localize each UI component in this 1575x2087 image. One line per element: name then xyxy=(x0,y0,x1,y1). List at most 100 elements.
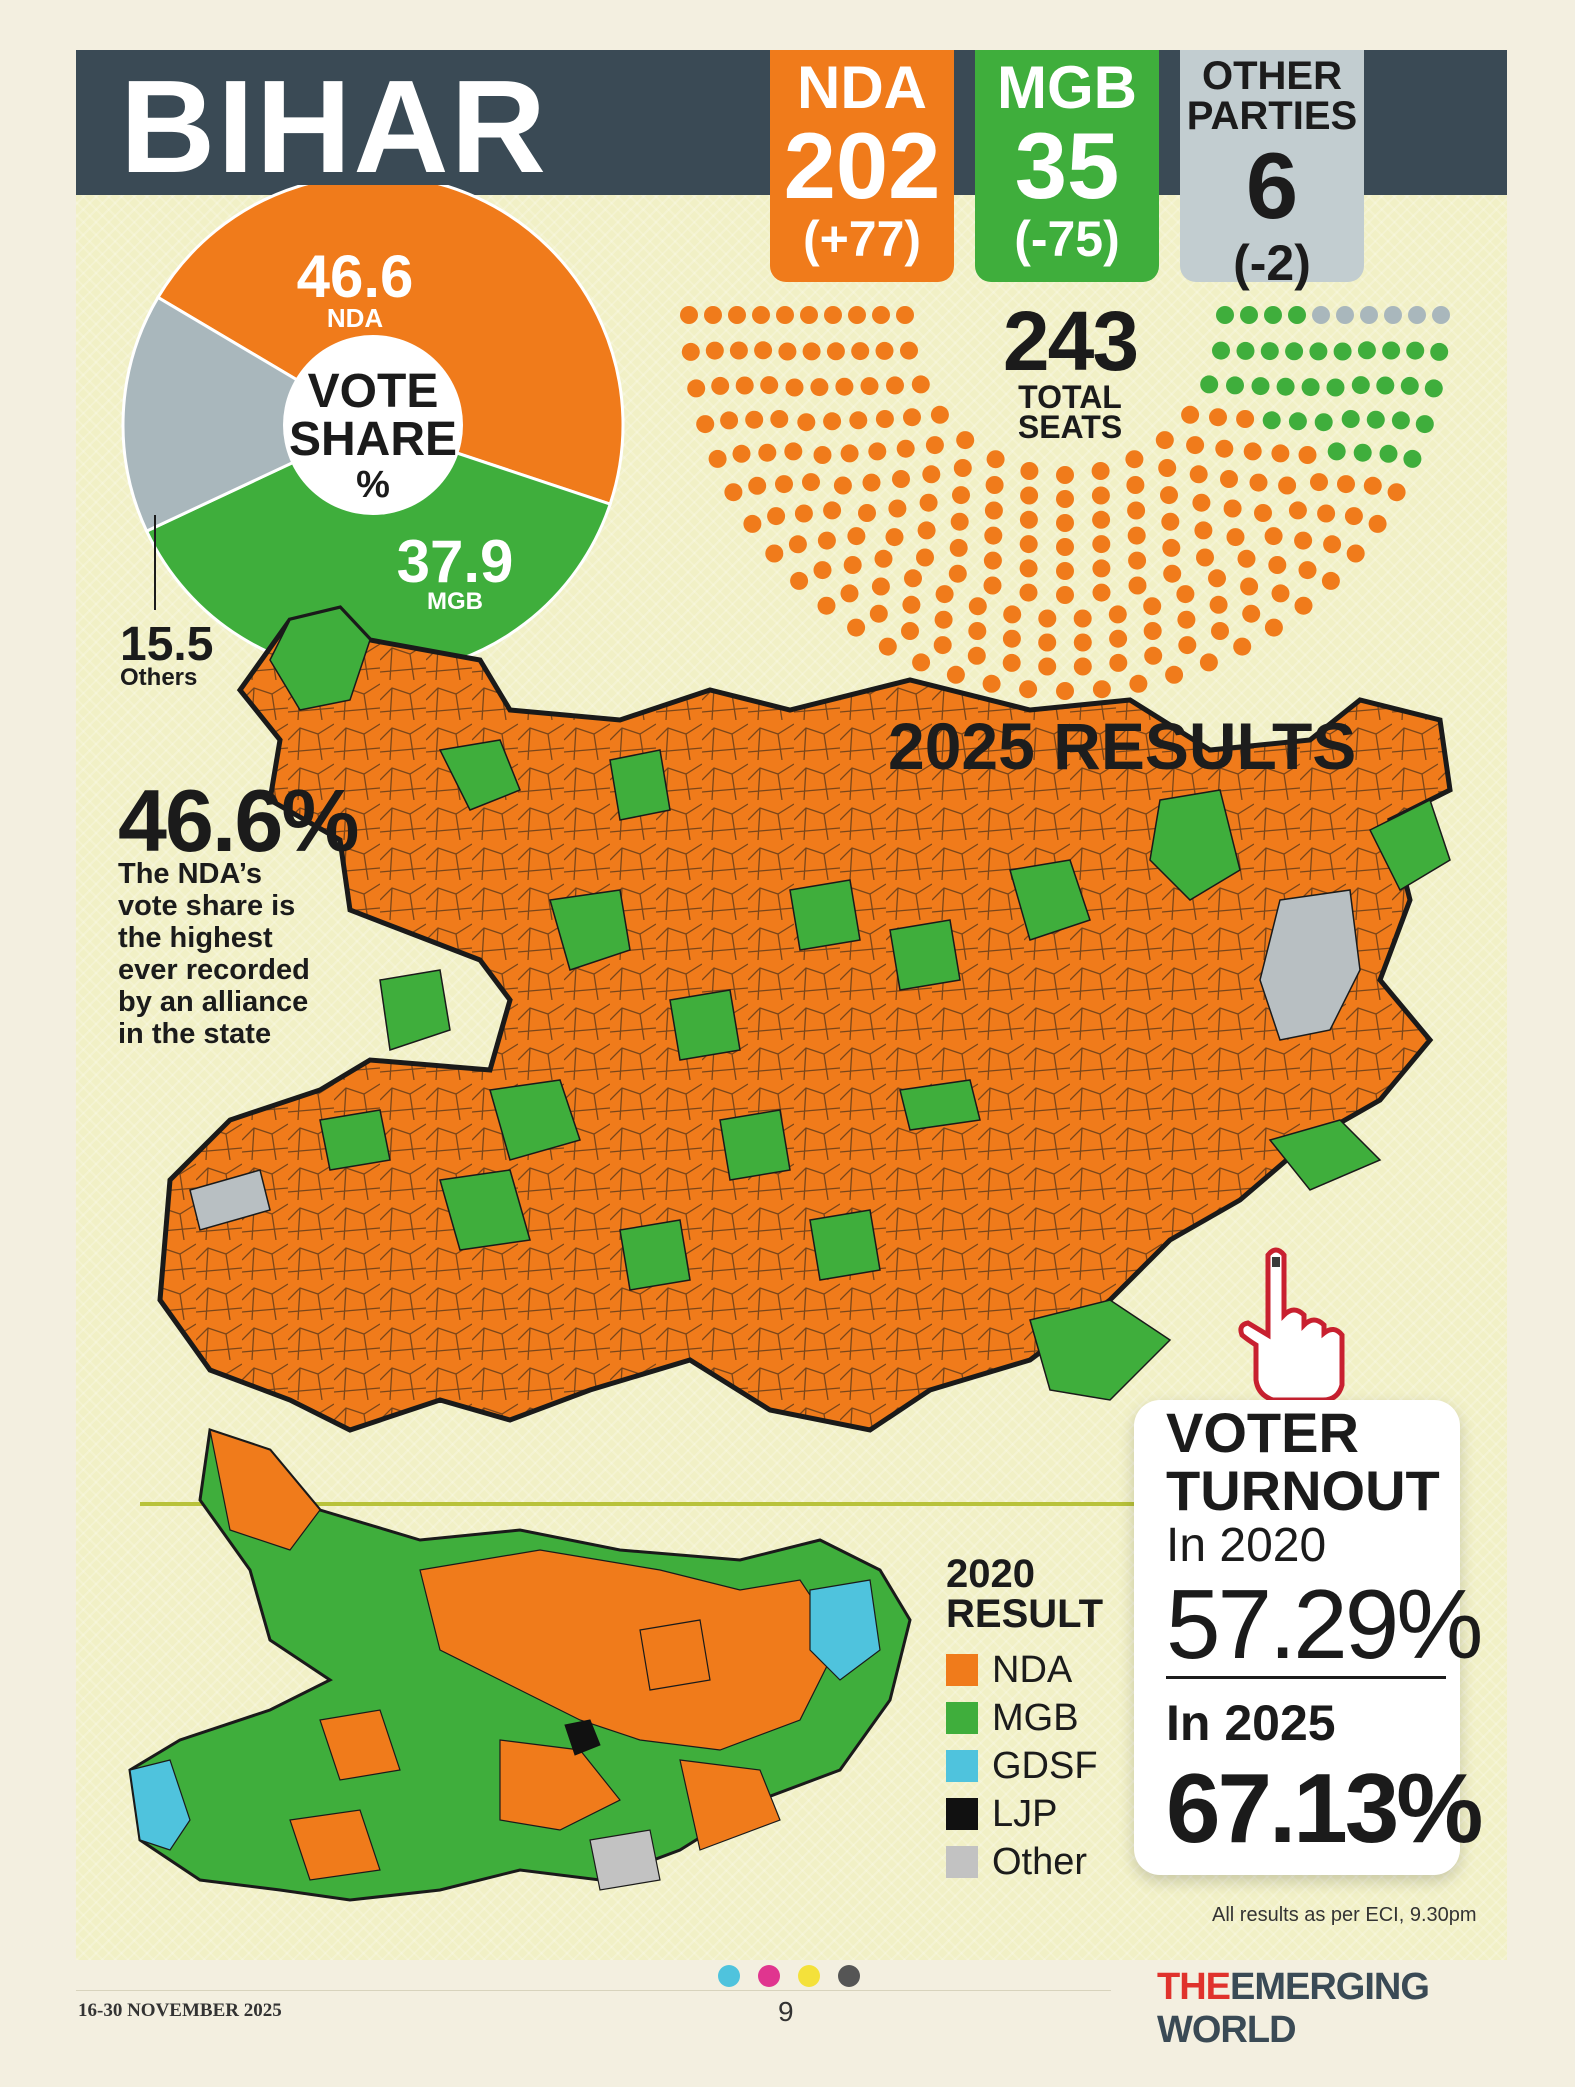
seat-dot-nda xyxy=(1209,595,1228,614)
seat-dot-nda xyxy=(1294,531,1313,550)
seat-dot-nda xyxy=(1073,657,1092,676)
seat-dot-nda xyxy=(967,646,986,665)
seat-dot-nda xyxy=(1344,507,1363,526)
seat-dot-nda xyxy=(1128,576,1147,595)
seat-dot-mgb xyxy=(1216,306,1234,324)
vote-share-pie: VOTE SHARE % 46.6 NDA 37.9 MGB 15.5 Othe… xyxy=(120,185,625,685)
seat-dot-nda xyxy=(711,376,730,395)
seat-dot-nda xyxy=(1177,610,1196,629)
seat-dot-nda xyxy=(900,341,918,360)
pie-label-others-name: Others xyxy=(120,664,197,685)
seat-dot-mgb xyxy=(1406,341,1425,360)
mgb-party-label: MGB xyxy=(997,54,1137,121)
seat-dot-mgb xyxy=(1264,306,1282,324)
seat-dot-nda xyxy=(1092,583,1111,602)
seat-dot-nda xyxy=(1278,476,1297,495)
seat-dot-nda xyxy=(1294,596,1313,615)
seat-dot-nda xyxy=(752,306,770,324)
seat-dot-nda xyxy=(840,584,859,603)
seat-dot-nda xyxy=(934,610,953,629)
results-title: 2025 RESULTS xyxy=(888,709,1357,783)
seat-dot-nda xyxy=(911,375,930,394)
seat-dot-mgb xyxy=(1327,442,1346,461)
seat-dot-nda xyxy=(1160,486,1178,505)
seat-dot-mgb xyxy=(1251,377,1270,396)
seat-dot-others xyxy=(1408,306,1426,324)
seat-dot-nda xyxy=(1073,609,1092,628)
seat-dot-nda xyxy=(1127,526,1146,545)
seat-dot-nda xyxy=(868,442,887,461)
legend-swatch-ljp xyxy=(946,1798,978,1830)
pie-title-line1: VOTE xyxy=(308,365,439,418)
cyan-dot xyxy=(718,1965,740,1987)
pie-label-others-value: 15.5 xyxy=(120,618,213,671)
seat-dot-nda xyxy=(871,577,890,596)
seat-dot-nda xyxy=(1091,462,1110,480)
seat-dot-nda xyxy=(840,444,859,463)
seat-dot-nda xyxy=(886,376,904,395)
seat-dot-nda xyxy=(1073,633,1092,652)
voting-finger-icon xyxy=(1238,1247,1345,1403)
seat-dot-mgb xyxy=(1415,415,1434,434)
seat-dot-nda xyxy=(732,444,751,463)
seat-dot-nda xyxy=(1215,439,1234,458)
legend-swatch-nda xyxy=(946,1654,978,1686)
seat-dot-nda xyxy=(896,306,914,324)
seat-dot-nda xyxy=(885,528,904,547)
seat-dot-nda xyxy=(724,483,743,502)
seat-dot-nda xyxy=(1038,609,1057,628)
seat-dot-nda xyxy=(1208,569,1226,588)
turnout-year-2025: In 2025 xyxy=(1166,1695,1336,1751)
seat-dot-mgb xyxy=(1391,411,1410,430)
seat-dot-nda xyxy=(1002,629,1021,648)
seat-dot-nda xyxy=(1019,510,1038,529)
seat-dot-nda xyxy=(949,538,968,557)
turnout-value-2025: 67.13% xyxy=(1166,1753,1483,1863)
seat-dot-nda xyxy=(874,549,893,568)
seat-dot-nda xyxy=(745,410,764,429)
legend-item-mgb: MGB xyxy=(946,1697,1079,1739)
seat-dot-nda xyxy=(1271,584,1290,603)
seat-dot-nda xyxy=(1128,551,1147,570)
seat-dot-nda xyxy=(765,544,784,563)
legend-2020-title: 2020 RESULT xyxy=(946,1552,1104,1636)
seat-dot-mgb xyxy=(1288,412,1307,431)
seat-dot-nda xyxy=(892,470,910,488)
seat-dot-nda xyxy=(705,341,724,360)
seat-dot-nda xyxy=(1264,618,1283,637)
seat-dot-nda xyxy=(1310,473,1328,492)
seat-dot-nda xyxy=(985,476,1004,494)
bihar-map-2020 xyxy=(128,1428,912,1902)
seat-dot-mgb xyxy=(1379,444,1398,463)
seat-dot-nda xyxy=(833,476,852,495)
seat-dot-mgb xyxy=(1400,376,1419,395)
seat-dot-mgb xyxy=(1226,376,1244,395)
seat-dot-nda xyxy=(1254,504,1272,522)
seat-dot-nda xyxy=(847,618,866,637)
seat-dot-nda xyxy=(984,526,1003,545)
seat-dot-nda xyxy=(843,556,862,574)
seat-dot-nda xyxy=(862,473,881,492)
seat-dot-nda xyxy=(835,377,854,396)
seat-dot-nda xyxy=(1020,462,1039,480)
seat-dot-mgb xyxy=(1285,342,1304,361)
seat-dot-mgb xyxy=(1341,410,1360,428)
total-seats: 243 TOTAL SEATS xyxy=(1000,299,1140,445)
seat-dot-nda xyxy=(983,576,1002,595)
seat-dot-nda xyxy=(1176,585,1195,604)
seat-dot-nda xyxy=(851,342,870,361)
page-number: 9 xyxy=(778,1996,794,2027)
seat-dot-mgb xyxy=(1262,411,1281,430)
seat-dot-nda xyxy=(1220,470,1238,488)
seat-dot-nda xyxy=(1242,604,1261,623)
seat-dot-nda xyxy=(696,415,715,434)
pie-label-mgb-value: 37.9 xyxy=(397,528,514,595)
seat-dot-nda xyxy=(790,571,809,590)
seat-dot-nda xyxy=(896,439,915,458)
seat-dot-nda xyxy=(1233,637,1252,656)
seat-dot-nda xyxy=(1056,586,1074,604)
seat-dot-nda xyxy=(1226,528,1245,547)
total-seats-label: TOTAL SEATS xyxy=(1017,379,1123,445)
seat-dot-nda xyxy=(1178,636,1197,655)
seat-dot-nda xyxy=(802,473,820,492)
